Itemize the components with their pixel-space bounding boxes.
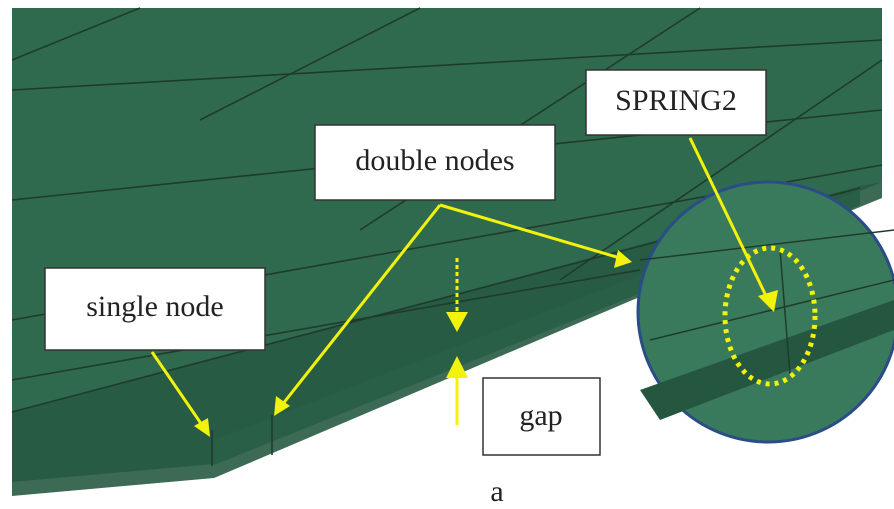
page: SPRING2 double nodes single node gap a (… (0, 0, 894, 509)
caption: a (490, 475, 503, 508)
label: single node (86, 290, 223, 323)
label: gap (519, 399, 562, 432)
figure: SPRING2 double nodes single node gap a (0, 0, 894, 509)
label: double nodes (355, 144, 514, 177)
label: SPRING2 (615, 84, 737, 117)
